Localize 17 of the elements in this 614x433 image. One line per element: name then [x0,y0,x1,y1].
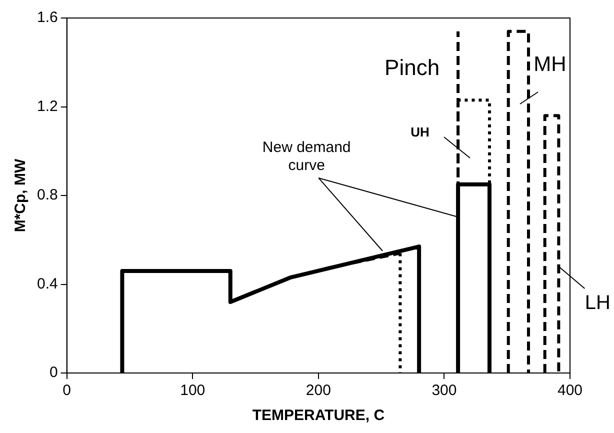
y-tick-label: 0.8 [36,186,58,204]
y-tick-label: 1.6 [36,9,58,26]
y-axis-title: M*Cp, MW [12,158,30,232]
x-tick-label: 100 [180,382,206,400]
x-axis-title: TEMPERATURE, C [252,407,385,424]
x-tick-label: 0 [62,382,72,400]
x-tick-label: 200 [306,382,331,400]
x-tick-label: 300 [432,382,457,400]
x-tick-label: 400 [557,382,583,400]
y-tick-label: 0 [50,364,58,382]
annotation: New demand curve [262,139,351,174]
annotation: LH [584,292,610,314]
annotation: UH [410,124,430,140]
annotation: MH [534,52,566,76]
y-tick-label: 0.4 [36,275,58,292]
annotation: Pinch [384,55,440,80]
y-tick-label: 1.2 [36,98,58,115]
